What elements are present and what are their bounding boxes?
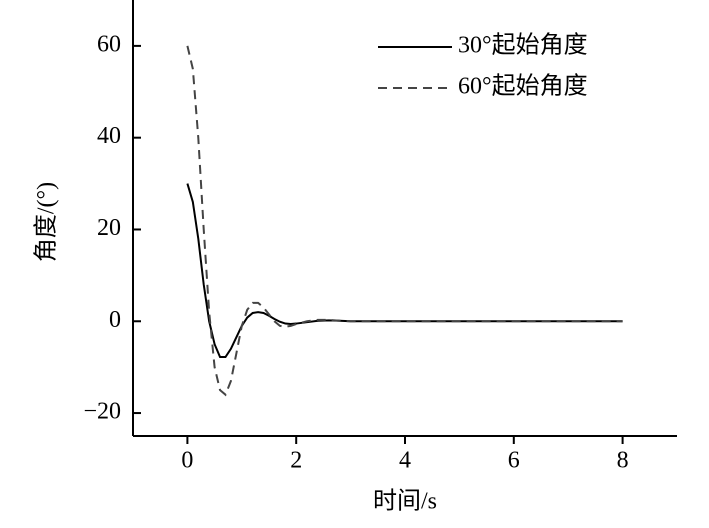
series-line: [186, 45, 623, 397]
y-tick-label: 0: [109, 307, 121, 333]
x-tick-label: 4: [399, 448, 411, 474]
x-tick-label: 8: [617, 448, 629, 474]
y-tick-label: 60: [97, 31, 121, 57]
legend-label: 30°起始角度: [458, 32, 588, 59]
x-tick-label: 2: [290, 448, 302, 474]
y-tick-label: 40: [97, 123, 121, 149]
y-tick-label: 20: [97, 215, 121, 241]
x-tick-label: 0: [181, 448, 193, 474]
x-axis-label: 时间/s: [373, 488, 437, 515]
y-tick-label: −20: [83, 399, 121, 425]
y-axis-label: 角度/(°): [33, 182, 60, 262]
series-line: [186, 183, 623, 359]
legend-label: 60°起始角度: [458, 73, 588, 100]
x-tick-label: 6: [508, 448, 520, 474]
